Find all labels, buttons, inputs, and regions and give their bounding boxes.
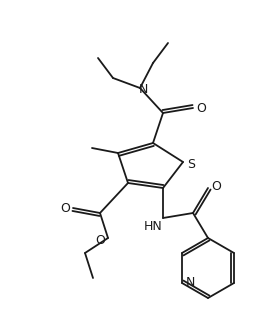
Text: O: O [95,233,105,247]
Text: N: N [185,276,195,289]
Text: N: N [138,82,148,95]
Text: S: S [187,157,195,171]
Text: O: O [211,180,221,193]
Text: O: O [60,201,70,214]
Text: O: O [196,102,206,115]
Text: HN: HN [144,219,162,232]
